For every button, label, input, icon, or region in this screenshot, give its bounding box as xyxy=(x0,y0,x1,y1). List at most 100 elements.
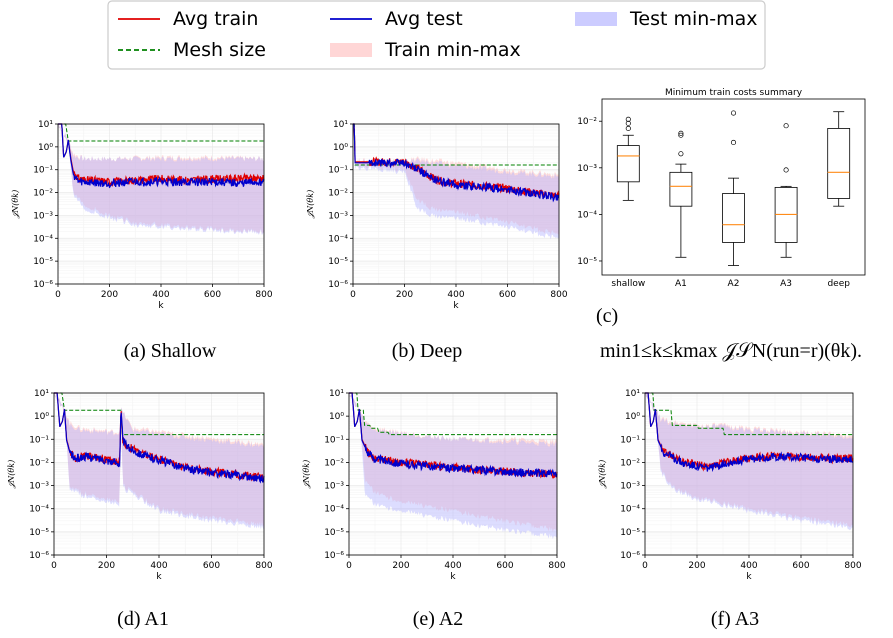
y-tick-label: 10⁻¹ xyxy=(324,435,344,445)
y-tick-label: 10⁻⁶ xyxy=(620,551,640,561)
legend-label-1: Avg test xyxy=(385,8,463,30)
box-category-label: A2 xyxy=(728,279,740,289)
x-tick-label: 400 xyxy=(447,290,464,300)
y-tick-label: 10⁻⁵ xyxy=(620,528,640,538)
mesh-line-e xyxy=(349,392,557,436)
x-tick-label: 0 xyxy=(346,561,352,571)
box-flier xyxy=(783,123,789,129)
y-tick-label: 10¹ xyxy=(333,120,348,130)
box-A1 xyxy=(669,171,693,207)
box-shallow xyxy=(616,145,640,183)
y-tick-label: 10¹ xyxy=(625,389,640,399)
x-axis-label-a: k xyxy=(158,301,164,311)
y-tick-label: 10⁻⁴ xyxy=(577,210,597,220)
y-tick-label: 10⁻⁵ xyxy=(33,257,53,267)
x-tick-label: 200 xyxy=(688,561,705,571)
box-chart-title: Minimum train costs summary xyxy=(665,88,803,98)
x-tick-label: 600 xyxy=(792,561,809,571)
y-tick-label: 10⁻¹ xyxy=(29,435,49,445)
box-flier xyxy=(625,125,631,131)
y-axis-label-e: 𝒥N(θk) xyxy=(302,460,311,489)
y-tick-label: 10⁻² xyxy=(324,458,344,468)
x-tick-label: 400 xyxy=(150,561,167,571)
panel-d: 0 200 400 600 800 10⁻⁶ 10⁻⁵ 10⁻⁴ 10⁻³ 10⁻² 10⁻¹ 10⁰… xyxy=(7,389,273,582)
box-category-label: deep xyxy=(827,279,850,289)
panel-c: Minimum train costs summary 10⁻⁵ 10⁻⁴ 10⁻³ 1… xyxy=(577,88,866,289)
x-tick-label: 800 xyxy=(255,290,272,300)
y-axis-label-a: 𝒥N(θk) xyxy=(11,190,20,219)
panel-b: 0 200 400 600 800 10⁻⁶ 10⁻⁵ 10⁻⁴ 10⁻³ 10⁻² 10⁻¹ 10⁰… xyxy=(306,120,568,311)
x-tick-label: 400 xyxy=(444,561,461,571)
caption-a: (a) Shallow xyxy=(124,340,217,362)
box-flier xyxy=(783,167,789,173)
box-flier xyxy=(625,116,631,122)
y-tick-label: 10⁰ xyxy=(333,143,348,153)
caption-c: (c) xyxy=(596,305,618,327)
x-tick-label: 800 xyxy=(548,561,565,571)
y-tick-label: 10⁻⁴ xyxy=(324,505,344,515)
y-tick-label: 10⁻⁴ xyxy=(29,505,49,515)
x-tick-label: 400 xyxy=(740,561,757,571)
avg-test-line-b xyxy=(353,123,560,203)
y-tick-label: 10⁻⁴ xyxy=(33,234,53,244)
y-tick-label: 10⁻³ xyxy=(33,211,53,221)
y-tick-label: 10⁻⁶ xyxy=(324,551,344,561)
y-tick-label: 10⁻³ xyxy=(29,482,49,492)
x-tick-label: 600 xyxy=(499,290,516,300)
box-flier xyxy=(730,110,737,116)
y-tick-label: 10⁻⁴ xyxy=(328,234,348,244)
box-category-label: A1 xyxy=(675,279,687,289)
y-tick-label: 10¹ xyxy=(34,389,49,399)
caption-e: (e) A2 xyxy=(413,608,464,630)
y-tick-label: 10⁻² xyxy=(328,189,348,199)
y-tick-label: 10⁻³ xyxy=(328,211,348,221)
train-band-b xyxy=(353,121,559,236)
panel-e: 0 200 400 600 800 10⁻⁶ 10⁻⁵ 10⁻⁴ 10⁻³ 10⁻² 10⁻¹ 10⁰… xyxy=(302,389,566,582)
legend-swatch-2 xyxy=(575,12,617,26)
panel-a: 0 200 400 600 800 10⁻⁶ 10⁻⁵ 10⁻⁴ 10⁻³ 10⁻² 10⁻¹ 10⁰… xyxy=(11,120,273,311)
y-tick-label: 10⁻³ xyxy=(324,482,344,492)
y-tick-label: 10⁻⁶ xyxy=(29,551,49,561)
y-tick-label: 10⁻⁴ xyxy=(620,505,640,515)
y-tick-label: 10⁻⁶ xyxy=(328,280,348,290)
y-tick-label: 10⁰ xyxy=(34,412,49,422)
x-tick-label: 0 xyxy=(642,561,648,571)
legend-label-0: Avg train xyxy=(173,8,258,30)
box-flier xyxy=(678,151,684,157)
avg-test-line-d xyxy=(54,392,265,484)
mesh-line-f xyxy=(645,392,853,436)
y-tick-label: 10⁻² xyxy=(33,189,53,199)
avg-test-line-a xyxy=(58,123,265,189)
y-tick-label: 10⁻³ xyxy=(577,164,597,174)
y-axis-label-d: 𝒥N(θk) xyxy=(7,460,16,489)
x-tick-label: 400 xyxy=(152,290,169,300)
y-tick-label: 10⁻¹ xyxy=(328,166,348,176)
x-tick-label: 0 xyxy=(51,561,57,571)
x-axis-label-f: k xyxy=(746,572,752,582)
y-tick-label: 10¹ xyxy=(38,120,53,130)
y-tick-label: 10⁰ xyxy=(329,412,344,422)
caption-c-formula: min1≤k≤kmax 𝒥𝒮N(run=r)(θk). xyxy=(600,340,862,362)
y-tick-label: 10⁻¹ xyxy=(620,435,640,445)
x-tick-label: 200 xyxy=(101,290,118,300)
y-axis-label-b: 𝒥N(θk) xyxy=(306,190,315,219)
x-tick-label: 600 xyxy=(204,290,221,300)
caption-f: (f) A3 xyxy=(711,608,759,630)
panels: 0 200 400 600 800 10⁻⁶ 10⁻⁵ 10⁻⁴ 10⁻³ 10⁻² 10⁻¹ 10⁰… xyxy=(7,88,866,582)
box-A2 xyxy=(722,193,745,243)
x-axis-label-e: k xyxy=(450,572,456,582)
caption-d: (d) A1 xyxy=(117,608,169,630)
y-tick-label: 10⁻⁵ xyxy=(29,528,49,538)
x-tick-label: 200 xyxy=(396,290,413,300)
y-tick-label: 10⁰ xyxy=(38,143,53,153)
legend-label-2: Test min-max xyxy=(629,8,758,30)
y-tick-label: 10⁻² xyxy=(620,458,640,468)
y-tick-label: 10⁻¹ xyxy=(33,166,53,176)
legend-swatch-4 xyxy=(330,43,372,57)
legend: Avg train Avg test Test min-max Mesh size Tr… xyxy=(107,0,766,70)
caption-b: (b) Deep xyxy=(392,340,463,362)
avg-test-line-f xyxy=(645,392,854,473)
box-deep xyxy=(827,128,851,199)
box-flier xyxy=(730,139,737,146)
